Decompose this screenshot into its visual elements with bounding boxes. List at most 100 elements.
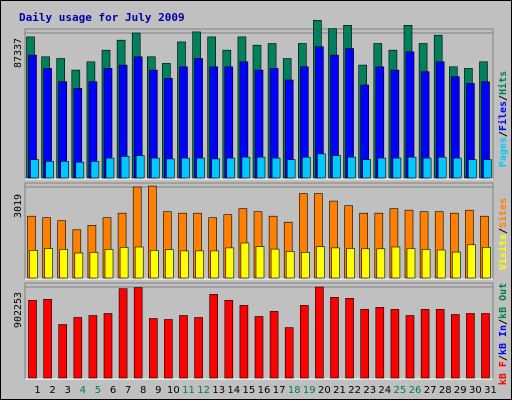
x-tick-label: 21 — [333, 385, 346, 396]
bar-pages-day-21 — [332, 155, 341, 179]
bar-pages-day-30 — [468, 159, 477, 179]
bar-pages-day-25 — [392, 157, 402, 179]
bar-pages-day-3 — [60, 161, 70, 179]
bar-kb-f-day-29 — [450, 314, 460, 379]
bar-pages-day-24 — [377, 157, 387, 179]
x-tick-label: 1 — [34, 385, 40, 396]
bar-pages-day-10 — [166, 158, 175, 179]
bar-kb-f-day-21 — [330, 296, 339, 379]
bar-visits-day-2 — [44, 248, 53, 279]
x-tick-label: 16 — [258, 385, 271, 396]
panel-sites-visits: 3019 Visits/Sites — [13, 182, 509, 280]
bar-kb-f-day-14 — [224, 299, 234, 379]
x-axis-labels: 1 2 3 4 5 6 7 8 9 10 11 12 13 14 15 16 17 18 19 20 21 22 23 24 2… — [34, 385, 497, 396]
bar-kb-f-day-11 — [179, 315, 188, 379]
y-max-label: 87337 — [13, 38, 24, 68]
x-tick-label: 7 — [125, 385, 131, 396]
x-tick-label: 30 — [469, 385, 482, 396]
legend-entry: Sites — [497, 198, 509, 228]
bar-visits-day-20 — [316, 246, 325, 279]
bar-pages-day-2 — [45, 161, 54, 179]
bar-visits-day-28 — [436, 249, 446, 279]
legend-entry: Visits — [497, 234, 509, 270]
legend-entry: / — [498, 95, 509, 101]
bar-visits-day-10 — [165, 249, 174, 279]
x-tick-label: 6 — [110, 385, 116, 396]
x-tick-label: 5 — [95, 385, 101, 396]
bar-kb-f-day-27 — [420, 309, 430, 379]
bar-visits-day-1 — [29, 250, 38, 279]
bar-visits-day-6 — [104, 249, 114, 279]
bar-kb-f-day-1 — [28, 299, 37, 379]
x-tick-label: 25 — [394, 385, 407, 396]
bar-pages-day-29 — [452, 157, 462, 179]
legend-entry: / — [498, 355, 509, 361]
bar-pages-day-1 — [30, 159, 39, 179]
bar-visits-day-12 — [195, 250, 204, 279]
bar-kb-f-day-20 — [315, 286, 324, 379]
bar-pages-day-16 — [256, 156, 266, 179]
bar-visits-day-7 — [119, 247, 129, 279]
x-tick-label: 22 — [348, 385, 361, 396]
bar-pages-day-13 — [211, 158, 220, 179]
x-tick-label: 19 — [303, 385, 316, 396]
bar-kb-f-day-12 — [194, 317, 203, 379]
bar-visits-day-25 — [391, 246, 401, 279]
legend-entry: kB In — [498, 325, 509, 355]
bar-visits-day-30 — [467, 244, 476, 279]
bar-pages-day-28 — [437, 156, 447, 179]
bar-kb-f-day-19 — [299, 305, 309, 379]
bar-pages-day-12 — [196, 157, 205, 179]
x-tick-label: 11 — [182, 385, 195, 396]
bar-kb-f-day-13 — [209, 293, 218, 379]
bar-kb-f-day-24 — [375, 307, 385, 379]
bar-visits-day-24 — [376, 248, 386, 279]
bar-visits-day-27 — [421, 249, 431, 279]
bar-visits-day-21 — [331, 247, 340, 279]
bar-kb-f-day-17 — [269, 311, 279, 379]
bar-visits-day-13 — [210, 250, 219, 279]
x-tick-label: 29 — [454, 385, 467, 396]
legend-entry: Files — [497, 101, 509, 131]
y-max-label: 902253 — [13, 292, 24, 328]
bar-visits-day-17 — [270, 248, 280, 279]
bar-visits-day-16 — [255, 246, 265, 279]
bar-pages-day-9 — [151, 157, 160, 179]
bar-kb-f-day-7 — [118, 288, 128, 379]
x-tick-label: 3 — [65, 385, 71, 396]
bar-pages-day-26 — [407, 156, 417, 179]
x-tick-label: 31 — [484, 385, 497, 396]
x-tick-label: 9 — [155, 385, 161, 396]
bar-visits-day-23 — [361, 248, 371, 279]
bar-kb-f-day-25 — [390, 309, 400, 379]
bar-kb-f-day-26 — [405, 315, 415, 379]
x-tick-label: 15 — [243, 385, 256, 396]
y-max-label: 3019 — [13, 194, 24, 218]
bar-kb-f-day-9 — [149, 318, 158, 379]
bar-pages-day-11 — [181, 157, 190, 179]
x-tick-label: 26 — [409, 385, 422, 396]
bar-visits-day-26 — [406, 248, 416, 279]
legend-entry: / — [498, 131, 509, 137]
legend-entry: / — [498, 319, 509, 325]
x-tick-label: 18 — [288, 385, 301, 396]
bar-pages-day-7 — [120, 156, 130, 179]
bar-kb-f-day-18 — [284, 327, 294, 379]
bar-pages-day-23 — [362, 159, 372, 179]
bar-visits-day-15 — [240, 242, 250, 279]
bar-visits-day-18 — [285, 251, 295, 279]
bar-kb-f-day-3 — [58, 324, 68, 379]
bar-pages-day-5 — [90, 161, 100, 179]
bar-kb-f-day-4 — [73, 317, 83, 379]
x-tick-label: 17 — [273, 385, 286, 396]
bar-kb-f-day-8 — [133, 287, 143, 379]
x-tick-label: 24 — [378, 385, 391, 396]
bar-kb-f-day-5 — [88, 315, 98, 379]
bar-pages-day-20 — [317, 153, 326, 179]
series-legend: kB F/kB In/kB Out — [498, 283, 509, 385]
legend-entry: kB F — [498, 361, 509, 385]
bar-kb-f-day-15 — [239, 305, 249, 379]
